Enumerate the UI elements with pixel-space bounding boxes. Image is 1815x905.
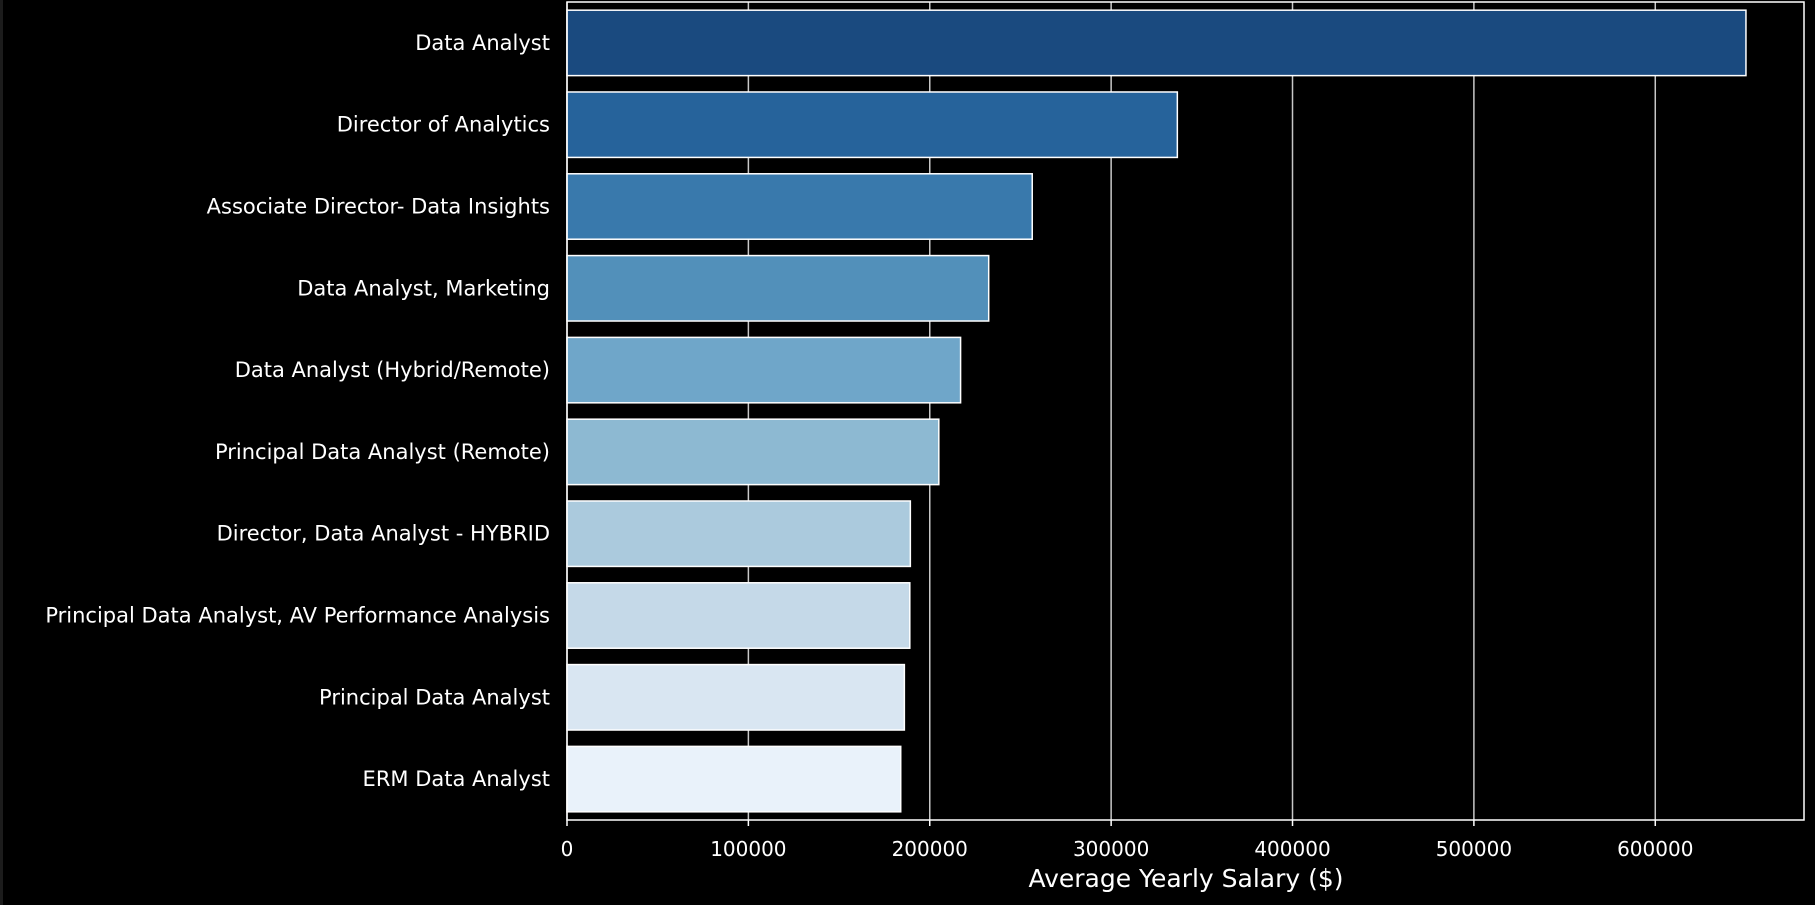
bar — [566, 173, 1033, 240]
y-tick-label: ERM Data Analyst — [363, 767, 550, 791]
bar — [566, 336, 962, 404]
bars — [566, 9, 1747, 813]
bar — [566, 500, 912, 568]
x-tick-label: 500000 — [1436, 837, 1512, 861]
bar — [566, 254, 990, 322]
window-edge — [0, 0, 3, 905]
y-tick-label: Principal Data Analyst — [319, 685, 550, 709]
x-tick-label: 300000 — [1073, 837, 1149, 861]
y-tick-label: Data Analyst, Marketing — [297, 276, 550, 300]
y-tick-label: Director of Analytics — [337, 113, 550, 137]
y-tick-label: Data Analyst — [415, 31, 550, 55]
bar — [566, 582, 911, 649]
bar — [566, 663, 906, 731]
y-tick-label: Principal Data Analyst, AV Performance A… — [45, 604, 550, 628]
labels: Data Analyst Director of Analytics Associa… — [45, 31, 550, 791]
y-tick-label: Data Analyst (Hybrid/Remote) — [235, 358, 550, 382]
plot-frame — [566, 1, 1805, 821]
x-tick-label: 400000 — [1254, 837, 1330, 861]
bar — [566, 418, 940, 486]
x-axis-label: Average Yearly Salary ($) — [1028, 864, 1343, 893]
bar — [566, 91, 1179, 159]
bar — [566, 745, 902, 813]
bar — [566, 9, 1747, 77]
x-tick-label: 100000 — [710, 837, 786, 861]
x-tick-label: 600000 — [1617, 837, 1693, 861]
y-tick-label: Director, Data Analyst - HYBRID — [217, 522, 550, 546]
y-tick-label: Principal Data Analyst (Remote) — [215, 440, 550, 464]
y-tick-label: Associate Director- Data Insights — [207, 195, 550, 219]
x-tick-label: 0 — [561, 837, 574, 861]
axes: 0 100000 200000 300000 400000 500000 600000 — [561, 1, 1805, 861]
x-tick-label: 200000 — [892, 837, 968, 861]
